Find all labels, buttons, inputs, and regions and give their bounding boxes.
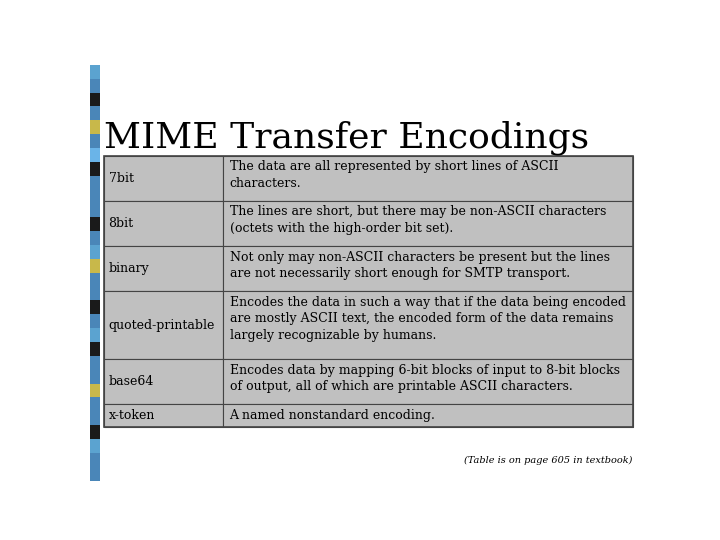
Bar xyxy=(90,411,100,425)
Bar xyxy=(90,425,100,439)
Bar xyxy=(90,217,100,231)
Bar xyxy=(90,92,100,106)
Bar xyxy=(90,467,100,481)
Text: The data are all represented by short lines of ASCII
characters.: The data are all represented by short li… xyxy=(230,160,558,190)
Text: quoted-printable: quoted-printable xyxy=(109,319,215,332)
Bar xyxy=(90,314,100,328)
Text: Encodes data by mapping 6-bit blocks of input to 8-bit blocks
of output, all of : Encodes data by mapping 6-bit blocks of … xyxy=(230,363,619,393)
Bar xyxy=(90,328,100,342)
Bar xyxy=(90,120,100,134)
Text: A named nonstandard encoding.: A named nonstandard encoding. xyxy=(230,409,436,422)
Bar xyxy=(90,453,100,467)
Bar xyxy=(223,404,632,427)
Bar xyxy=(90,439,100,453)
Bar xyxy=(90,162,100,176)
Bar xyxy=(90,65,100,79)
Bar xyxy=(223,156,632,201)
Bar xyxy=(90,231,100,245)
Bar xyxy=(90,300,100,314)
Bar xyxy=(104,246,223,291)
Bar xyxy=(90,106,100,120)
Bar xyxy=(104,156,632,427)
Bar xyxy=(90,397,100,411)
Text: base64: base64 xyxy=(109,375,154,388)
Bar xyxy=(90,383,100,397)
Text: Encodes the data in such a way that if the data being encoded
are mostly ASCII t: Encodes the data in such a way that if t… xyxy=(230,296,626,342)
Text: x-token: x-token xyxy=(109,409,155,422)
Bar xyxy=(90,259,100,273)
Bar xyxy=(90,204,100,217)
Text: The lines are short, but there may be non-ASCII characters
(octets with the high: The lines are short, but there may be no… xyxy=(230,205,606,235)
Text: 7bit: 7bit xyxy=(109,172,134,185)
Bar xyxy=(104,156,223,201)
Bar xyxy=(90,176,100,190)
Text: 8bit: 8bit xyxy=(109,217,134,230)
Bar xyxy=(104,359,223,404)
Text: MIME Transfer Encodings: MIME Transfer Encodings xyxy=(104,121,589,155)
Bar xyxy=(90,370,100,383)
Bar xyxy=(104,404,223,427)
Bar xyxy=(90,148,100,162)
Bar xyxy=(90,287,100,300)
Bar xyxy=(104,291,223,359)
Bar xyxy=(223,201,632,246)
Bar xyxy=(90,245,100,259)
Bar xyxy=(223,291,632,359)
Bar xyxy=(90,134,100,148)
Bar xyxy=(104,201,223,246)
Bar xyxy=(90,342,100,356)
Text: Not only may non-ASCII characters be present but the lines
are not necessarily s: Not only may non-ASCII characters be pre… xyxy=(230,251,610,280)
Bar xyxy=(90,79,100,92)
Text: binary: binary xyxy=(109,262,149,275)
Text: (Table is on page 605 in textbook): (Table is on page 605 in textbook) xyxy=(464,456,632,465)
Bar xyxy=(223,359,632,404)
Bar xyxy=(90,190,100,204)
Bar xyxy=(223,246,632,291)
Bar xyxy=(90,356,100,370)
Bar xyxy=(90,273,100,287)
